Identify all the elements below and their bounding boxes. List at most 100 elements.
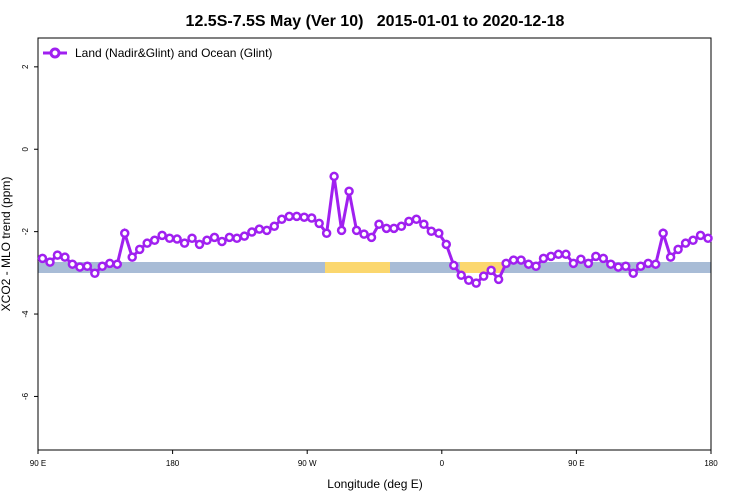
data-point (351, 225, 362, 236)
data-point (254, 224, 265, 234)
data-point (665, 252, 676, 262)
data-point (673, 244, 683, 255)
y-tick-label: -6 (21, 392, 30, 400)
data-point (471, 278, 481, 288)
data-point (561, 249, 571, 260)
data-point (112, 259, 123, 269)
legend: Land (Nadir&Glint) and Ocean (Glint) (43, 46, 272, 60)
data-point (202, 235, 212, 246)
data-point (224, 232, 235, 243)
data-point (628, 268, 638, 279)
data-point (217, 236, 227, 247)
data-point (232, 233, 242, 243)
plot-frame (37, 37, 712, 451)
data-point (680, 238, 691, 248)
data-point (703, 233, 713, 243)
data-point (291, 211, 302, 222)
data-point (613, 262, 624, 272)
data-point (127, 252, 137, 262)
data-point (247, 227, 257, 237)
data-point (209, 232, 220, 243)
data-point (546, 251, 556, 262)
data-point (306, 213, 317, 223)
data-point (463, 275, 474, 286)
data-point (179, 238, 190, 248)
data-point (321, 228, 332, 239)
data-point (329, 171, 339, 182)
data-point (172, 234, 182, 244)
data-point (434, 228, 444, 239)
x-tick-label: 90 E (30, 459, 46, 468)
data-point (478, 271, 489, 281)
data-point (336, 225, 347, 236)
data-point (621, 261, 631, 271)
data-point (269, 221, 280, 232)
data-point (635, 261, 646, 271)
land-band (460, 262, 503, 273)
data-point (606, 259, 616, 269)
data-point (396, 221, 407, 232)
data-point (643, 258, 653, 269)
data-point (134, 244, 145, 255)
data-point (568, 258, 579, 269)
data-point (583, 258, 594, 269)
data-point (516, 255, 526, 265)
data-point (688, 235, 698, 246)
data-point (299, 212, 309, 222)
data-point (389, 223, 399, 234)
data-point (90, 268, 100, 279)
data-point (374, 219, 384, 229)
x-tick-label: 0 (440, 459, 445, 468)
data-point (598, 253, 609, 264)
data-point (187, 233, 197, 243)
data-point (553, 249, 564, 260)
legend-marker (49, 47, 61, 59)
data-point (75, 262, 85, 272)
chart-title: 12.5S-7.5S May (Ver 10) 2015-01-01 to 20… (186, 13, 565, 30)
data-point (164, 233, 175, 243)
data-point (486, 265, 496, 276)
data-point (359, 229, 369, 239)
surface-band (38, 262, 711, 273)
y-tick-label: 0 (21, 146, 30, 151)
land-band (325, 262, 390, 273)
data-point (277, 214, 287, 225)
data-point (404, 216, 414, 227)
y-tick-label: -4 (21, 310, 30, 318)
x-tick-label: 180 (704, 459, 718, 468)
data-point (82, 261, 93, 271)
data-point (344, 186, 354, 197)
data-point (157, 230, 167, 241)
data-point (650, 259, 661, 269)
data-point (149, 235, 160, 246)
data-point (284, 211, 295, 222)
data-point (194, 239, 205, 250)
x-tick-label: 90 W (298, 459, 317, 468)
data-point (60, 252, 70, 262)
data-point (531, 261, 541, 271)
data-point (658, 228, 668, 239)
data-point (449, 260, 459, 271)
data-point (262, 225, 272, 236)
data-point (67, 259, 78, 269)
data-point (52, 250, 63, 260)
data-point (419, 219, 429, 229)
data-point (508, 255, 519, 265)
data-point (366, 232, 377, 243)
data-point (314, 218, 324, 229)
data-point (456, 270, 466, 281)
data-point (576, 254, 586, 264)
data-point (426, 226, 437, 236)
y-tick-label: 2 (21, 64, 30, 69)
data-point (523, 259, 534, 269)
data-point (501, 258, 511, 269)
data-point (37, 253, 48, 264)
data-point (695, 230, 706, 241)
data-point (45, 257, 55, 267)
data-point (381, 223, 392, 234)
y-tick-label: -2 (21, 228, 30, 236)
data-point (591, 251, 601, 262)
y-axis-label: XCO2 - MLO trend (ppm) (0, 177, 13, 312)
